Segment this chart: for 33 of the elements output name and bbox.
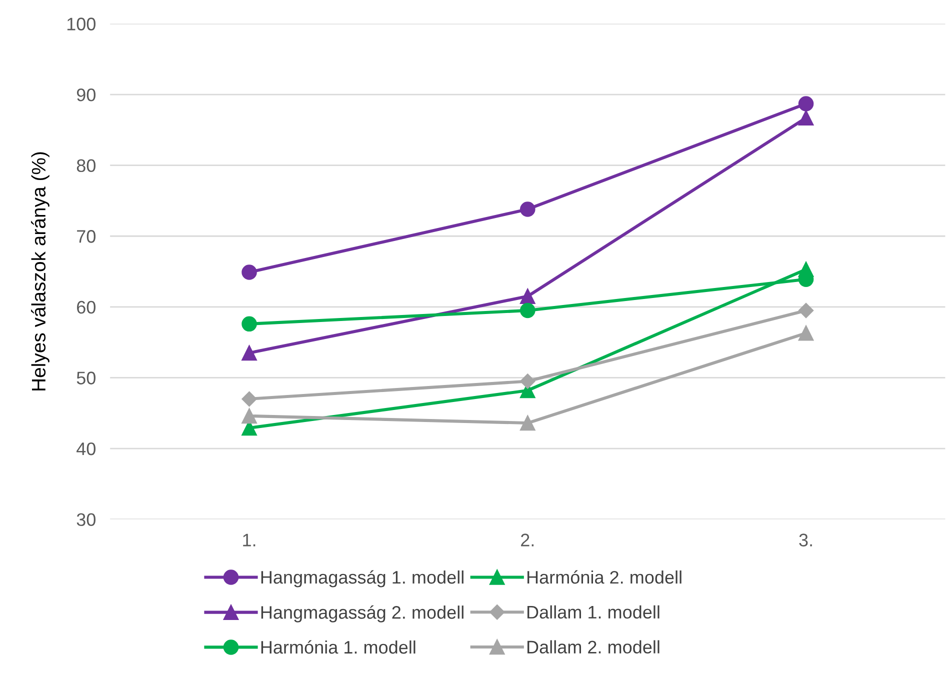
y-tick-label: 40 <box>76 442 96 456</box>
x-tick-label: 1. <box>243 534 256 546</box>
point <box>242 408 257 424</box>
point <box>242 345 257 361</box>
point <box>242 316 257 332</box>
point <box>520 288 536 304</box>
legend-label: Harmónia 1. modell <box>261 640 416 654</box>
y-tick-label: 80 <box>76 159 96 172</box>
point <box>242 391 257 407</box>
point <box>520 302 536 318</box>
x-tick-label: 2. <box>521 534 534 546</box>
y-tick-label: 50 <box>76 372 96 384</box>
y-tick-label: 70 <box>77 230 96 243</box>
legend-label: Dallam 2. modell <box>527 640 660 654</box>
x-tick-label: 3. <box>799 534 812 546</box>
point <box>798 302 814 318</box>
point <box>798 325 814 341</box>
legend-label: Dallam 1. modell <box>527 605 660 619</box>
point <box>520 415 536 431</box>
point <box>798 110 814 126</box>
point <box>520 374 536 389</box>
y-tick-label: 100 <box>67 18 96 30</box>
legend-label: Hangmagasság 2. modell <box>261 605 464 622</box>
y-tick-label: 90 <box>76 88 96 102</box>
point <box>242 264 257 280</box>
y-tick-label: 30 <box>76 513 96 526</box>
legend-label: Hangmagasság 1. modell <box>261 570 464 588</box>
point <box>520 202 536 217</box>
point <box>798 262 814 278</box>
y-tick-label: 60 <box>77 300 96 314</box>
y-axis-title: Helyes válaszok aránya (%) <box>31 152 50 390</box>
point <box>798 96 814 112</box>
legend-label: Harmónia 2. modell <box>527 570 682 584</box>
